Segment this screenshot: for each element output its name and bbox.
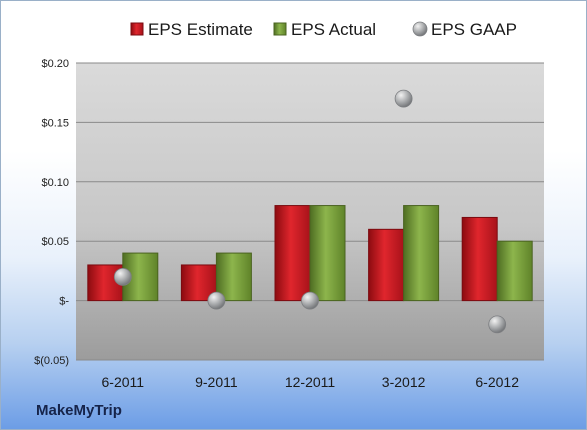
eps-gaap-point <box>394 89 413 108</box>
x-tick-label: 6-2011 <box>102 374 145 390</box>
legend: EPS Estimate EPS Actual EPS GAAP <box>130 20 517 39</box>
eps-gaap-point <box>113 267 132 286</box>
eps-estimate-bar <box>368 228 405 302</box>
x-tick-label: 3-2012 <box>382 374 426 390</box>
legend-label: EPS Estimate <box>148 20 253 39</box>
x-tick-label: 6-2012 <box>475 374 519 390</box>
eps-gaap-point <box>207 291 226 310</box>
eps-estimate-bar <box>274 205 311 302</box>
legend-actual-swatch <box>273 22 287 36</box>
legend-label: EPS GAAP <box>431 20 517 39</box>
eps-gaap-point <box>301 291 319 310</box>
legend-label: EPS Actual <box>291 20 376 39</box>
y-tick-label: $0.20 <box>41 58 69 70</box>
y-tick-label: $0.15 <box>41 117 69 129</box>
y-tick-label: $0.10 <box>41 177 69 189</box>
eps-estimate-bar <box>461 216 498 302</box>
brand-label: MakeMyTrip <box>36 402 122 419</box>
eps-gaap-point <box>488 315 507 334</box>
y-tick-label: $- <box>59 296 69 308</box>
eps-actual-bar <box>403 205 440 302</box>
eps-actual-bar <box>309 205 346 302</box>
y-tick-label: $(0.05) <box>34 355 69 367</box>
eps-actual-bar <box>496 240 533 302</box>
x-tick-label: 9-2011 <box>195 374 238 390</box>
eps-actual-bar <box>215 252 252 302</box>
y-tick-label: $0.05 <box>41 236 69 248</box>
gaap-points <box>113 89 507 334</box>
legend-gaap-marker <box>412 21 428 37</box>
legend-estimate-swatch <box>130 22 144 36</box>
y-axis: $(0.05) $- $0.05 $0.10 $0.15 $0.20 <box>34 58 69 367</box>
x-tick-label: 12-2011 <box>285 374 336 390</box>
x-axis: 6-2011 9-2011 12-2011 3-2012 6-2012 <box>102 374 520 390</box>
